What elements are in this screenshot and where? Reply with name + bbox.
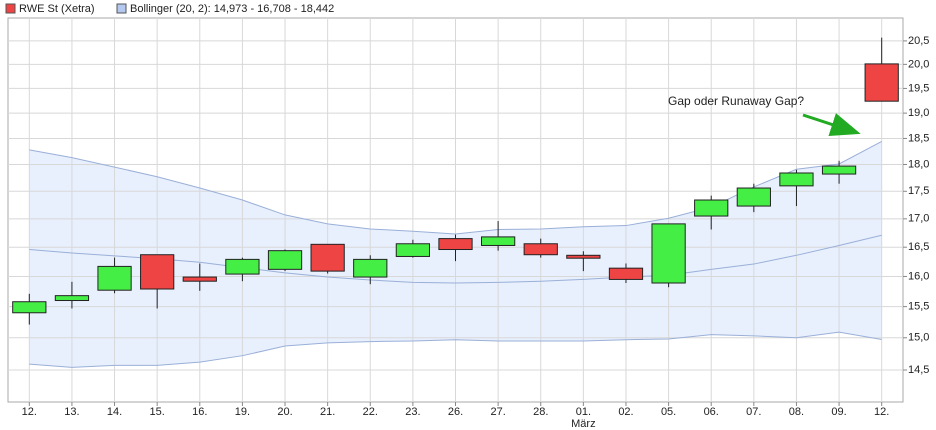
annotation-arrow bbox=[802, 113, 861, 136]
y-tick-label: 17,5 bbox=[908, 185, 929, 197]
candle-body bbox=[310, 243, 345, 272]
candle-body bbox=[821, 165, 857, 175]
candle-body bbox=[225, 258, 260, 275]
x-tick-label: 16. bbox=[192, 406, 207, 418]
y-tick-label: 19,0 bbox=[908, 107, 929, 119]
x-tick-label: 09. bbox=[831, 406, 846, 418]
text-layer: 14,5 15,0 15,5 16,0 16,5 17,0 17,5 18,0 18,5 19,0… bbox=[22, 35, 930, 430]
y-tick-label: 20,5 bbox=[908, 35, 929, 47]
x-tick-label: 20. bbox=[277, 406, 292, 418]
y-tick-label: 20,0 bbox=[908, 58, 929, 70]
candle-body bbox=[438, 238, 473, 251]
candle-body bbox=[353, 258, 388, 278]
x-tick-label: 23. bbox=[405, 406, 420, 418]
x-tick-label: 01. bbox=[576, 406, 591, 418]
candle-body bbox=[395, 243, 431, 257]
band-lower bbox=[29, 331, 882, 368]
y-tick-label: 15,0 bbox=[908, 332, 929, 344]
legend-label: RWE St (Xetra) bbox=[19, 3, 95, 15]
y-tick-label: 16,0 bbox=[908, 270, 929, 282]
annotation: Gap oder Runaway Gap? bbox=[668, 94, 804, 108]
candle-body bbox=[182, 276, 217, 282]
candle-body bbox=[864, 63, 899, 102]
candle-body bbox=[97, 265, 132, 291]
candle-layer bbox=[12, 37, 899, 325]
x-tick-label: 05. bbox=[661, 406, 676, 418]
y-tick-label: 16,5 bbox=[908, 241, 929, 253]
x-tick-label: 22. bbox=[363, 406, 378, 418]
candle-body bbox=[523, 243, 558, 256]
candle-body bbox=[267, 250, 303, 270]
y-tick-label: 19,5 bbox=[908, 82, 929, 94]
candle-body bbox=[54, 295, 90, 302]
y-tick-label: 14,5 bbox=[908, 364, 929, 376]
legend-swatch-bollinger bbox=[116, 3, 127, 14]
x-tick-label: 12. bbox=[22, 406, 37, 418]
x-tick-label: 08. bbox=[789, 406, 804, 418]
x-tick-label: 27. bbox=[490, 406, 505, 418]
legend-label: Bollinger (20, 2): 14,973 - 16,708 - 18,… bbox=[130, 3, 334, 15]
x-tick-label: 12. bbox=[874, 406, 889, 418]
y-tick-label: 17,0 bbox=[908, 213, 929, 225]
x-tick-label: 06. bbox=[704, 406, 719, 418]
x-tick-label: 13. bbox=[64, 406, 79, 418]
candle-body bbox=[779, 172, 814, 187]
candle-body bbox=[12, 301, 47, 314]
candle-body bbox=[694, 199, 729, 217]
candle-body bbox=[608, 267, 644, 280]
x-tick-label: 15. bbox=[150, 406, 165, 418]
y-tick-label: 18,0 bbox=[908, 158, 929, 170]
x-tick-label: 28. bbox=[533, 406, 548, 418]
candle-body bbox=[140, 254, 175, 290]
x-tick-label: 02. bbox=[618, 406, 633, 418]
x-tick-label: 21. bbox=[320, 406, 335, 418]
x-sublabel: März bbox=[571, 418, 595, 430]
legend-swatch-candles bbox=[5, 3, 16, 14]
y-tick-label: 15,5 bbox=[908, 301, 929, 313]
candle-body bbox=[736, 187, 771, 207]
candle-body bbox=[566, 254, 601, 259]
y-tick-label: 18,5 bbox=[908, 132, 929, 144]
x-tick-label: 07. bbox=[746, 406, 761, 418]
x-tick-label: 26. bbox=[448, 406, 463, 418]
candle-body bbox=[651, 223, 686, 284]
candle-body bbox=[480, 236, 516, 246]
x-tick-label: 19. bbox=[235, 406, 250, 418]
x-tick-label: 14. bbox=[107, 406, 122, 418]
